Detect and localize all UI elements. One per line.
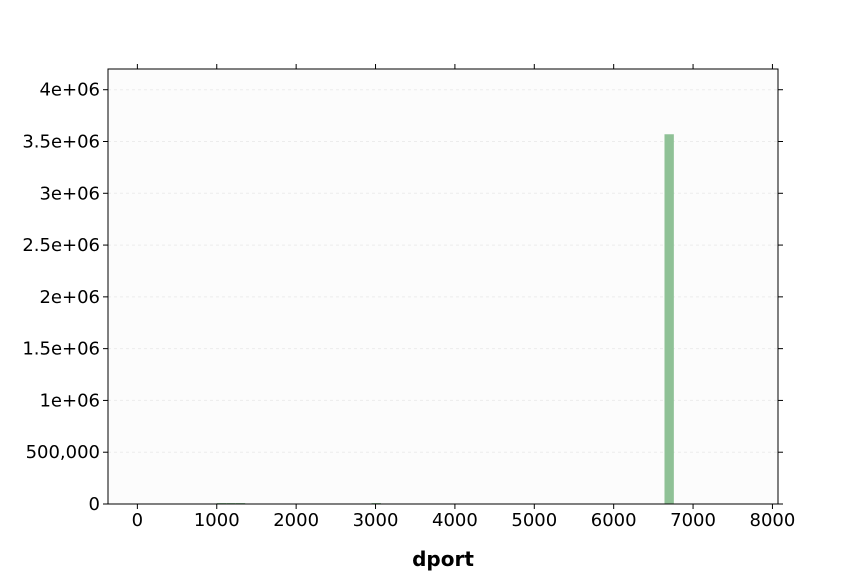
plot-area <box>108 69 778 504</box>
y-tick-label: 2.5e+06 <box>22 235 100 256</box>
y-tick-label: 3e+06 <box>39 183 100 204</box>
x-tick-label: 0 <box>132 510 143 531</box>
x-tick-label: 1000 <box>194 510 240 531</box>
x-tick-label: 5000 <box>511 510 557 531</box>
x-tick-label: 8000 <box>750 510 796 531</box>
x-tick-label: 2000 <box>273 510 319 531</box>
y-tick-label: 1e+06 <box>39 390 100 411</box>
x-axis: 0 1000 2000 3000 4000 5000 6000 7000 8000 <box>132 64 796 531</box>
y-tick-label: 2e+06 <box>39 287 100 308</box>
y-tick-label: 1.5e+06 <box>22 339 100 360</box>
plot-frame <box>107 68 779 505</box>
x-tick-label: 6000 <box>591 510 637 531</box>
y-tick-label: 500,000 <box>26 442 100 463</box>
x-tick-label: 3000 <box>353 510 399 531</box>
y-tick-label: 4e+06 <box>39 80 100 101</box>
y-tick-label: 0 <box>89 494 100 515</box>
x-tick-label: 7000 <box>670 510 716 531</box>
histogram-bar <box>664 134 674 504</box>
y-axis: 0 500,000 1e+06 1.5e+06 2e+06 2.5e+06 3e+06 3.5… <box>22 80 783 515</box>
x-axis-title: dport <box>412 547 474 571</box>
x-tick-label: 4000 <box>432 510 478 531</box>
y-tick-label: 3.5e+06 <box>22 132 100 153</box>
